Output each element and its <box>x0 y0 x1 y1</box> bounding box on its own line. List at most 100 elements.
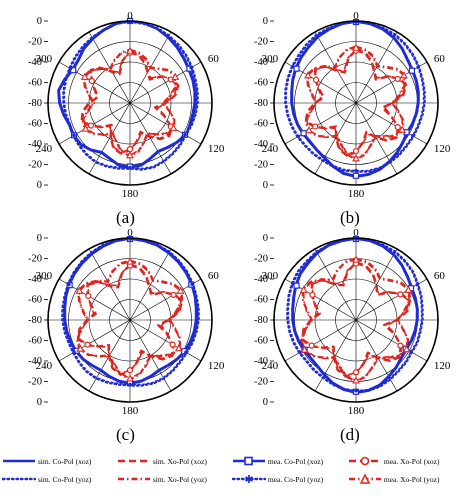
angle-tick-label: 240 <box>262 360 279 372</box>
angle-tick-label: 60 <box>434 270 446 282</box>
legend-item: mea. Xo-Pol (yoz) <box>348 473 439 485</box>
angle-tick-label: 180 <box>122 405 139 417</box>
angle-tick-label: 240 <box>262 143 279 155</box>
grid-spoke <box>314 319 357 392</box>
legend-swatch <box>118 478 150 481</box>
data-point <box>296 134 301 139</box>
legend-swatch <box>1 478 37 481</box>
panel-label-d: (d) <box>340 425 360 444</box>
data-point <box>174 344 183 352</box>
radial-tick-label: -20 <box>254 160 268 171</box>
radial-tick-label: -40 <box>28 57 42 68</box>
data-point <box>398 125 407 133</box>
data-point <box>126 146 134 153</box>
radial-tick-label: -60 <box>28 336 42 347</box>
angle-tick-label: 60 <box>208 270 220 282</box>
radial-tick-label: -20 <box>28 254 42 265</box>
data-point <box>81 124 90 132</box>
radial-tick-label: -40 <box>28 356 42 367</box>
data-point <box>352 43 360 51</box>
data-point <box>409 349 413 354</box>
data-point <box>300 345 309 353</box>
angle-tick-label: 180 <box>122 188 139 200</box>
data-point <box>402 345 411 353</box>
data-point <box>397 291 404 298</box>
angle-tick-label: 120 <box>208 143 225 155</box>
data-point <box>354 388 358 393</box>
angle-tick-label: 300 <box>262 53 279 65</box>
legend-label: sim. Xo-Pol (xoz) <box>152 456 207 466</box>
grid-spoke <box>314 102 357 175</box>
panel-label-c: (c) <box>116 425 135 444</box>
data-point <box>80 72 89 80</box>
legend-swatch <box>349 456 381 466</box>
radial-tick-label: -80 <box>254 98 268 109</box>
radial-tick-label: -20 <box>254 377 268 388</box>
data-point <box>416 65 420 69</box>
data-point <box>170 291 177 298</box>
data-point <box>171 72 180 80</box>
data-point <box>126 374 134 382</box>
angle-tick-label: 60 <box>434 53 446 65</box>
radial-tick-label: -80 <box>28 98 42 109</box>
radial-tick-label: -40 <box>28 274 42 285</box>
data-point <box>293 65 300 72</box>
grid-spoke <box>88 31 131 104</box>
legend-item: sim. Xo-Pol (xoz) <box>117 456 207 466</box>
data-point <box>176 286 185 294</box>
grid-spoke <box>88 102 131 175</box>
data-point <box>352 154 360 162</box>
data-point <box>84 341 91 348</box>
angle-tick-label: 120 <box>434 360 451 372</box>
angle-tick-label: 0 <box>127 227 133 239</box>
data-point <box>309 291 316 298</box>
angle-tick-label: 300 <box>262 270 279 282</box>
radial-tick-label: 0 <box>263 16 268 27</box>
grid-spoke <box>88 248 131 321</box>
grid-spoke <box>129 319 202 362</box>
grid-spoke <box>355 278 428 321</box>
radial-tick-label: 0 <box>263 180 268 191</box>
data-point <box>352 369 360 376</box>
angle-tick-label: 120 <box>434 143 451 155</box>
radial-tick-label: 0 <box>263 397 268 408</box>
radial-tick-label: -40 <box>28 139 42 150</box>
grid-spoke <box>355 61 428 104</box>
angle-tick-label: 300 <box>36 270 53 282</box>
angle-tick-label: 300 <box>36 53 53 65</box>
angle-tick-label: 120 <box>208 360 225 372</box>
radial-tick-label: 0 <box>263 233 268 244</box>
legend-item: sim. Co-Pol (xoz) <box>2 456 91 466</box>
grid-spoke <box>355 319 428 362</box>
data-point <box>189 65 194 70</box>
radial-tick-label: 0 <box>37 397 42 408</box>
data-point <box>169 123 178 132</box>
radial-tick-label: -20 <box>254 254 268 265</box>
angle-tick-label: 0 <box>353 10 359 22</box>
data-point <box>408 67 416 74</box>
legend-label: sim. Xo-Pol (yoz) <box>152 474 207 484</box>
panel-label-a: (a) <box>116 208 135 227</box>
grid-spoke <box>355 102 428 145</box>
data-point <box>128 165 132 170</box>
legend-label: sim. Co-Pol (xoz) <box>37 456 92 466</box>
data-point <box>183 132 187 137</box>
radial-tick-label: -40 <box>254 57 268 68</box>
grid-spoke <box>355 31 398 104</box>
legend-label: mea. Xo-Pol (xoz) <box>383 456 440 466</box>
data-point <box>299 285 308 293</box>
radial-tick-label: -60 <box>254 78 268 89</box>
legend-swatch <box>233 456 265 466</box>
data-point <box>66 282 71 287</box>
data-point <box>184 350 188 355</box>
legend-item: mea. Xo-Pol (xoz) <box>348 456 439 466</box>
data-point <box>300 130 307 137</box>
panel-label-b: (b) <box>340 208 360 227</box>
radial-tick-label: -80 <box>254 315 268 326</box>
polar-plot-d: 0 -20 -40 -60 -80 -60 -40 -20 0 0 60 120 180 240 300 <box>254 227 451 417</box>
legend-item: sim. Xo-Pol (yoz) <box>117 474 207 484</box>
data-point <box>415 282 420 287</box>
data-point <box>404 285 413 293</box>
grid-spoke <box>355 248 398 321</box>
angle-tick-label: 0 <box>127 10 133 22</box>
